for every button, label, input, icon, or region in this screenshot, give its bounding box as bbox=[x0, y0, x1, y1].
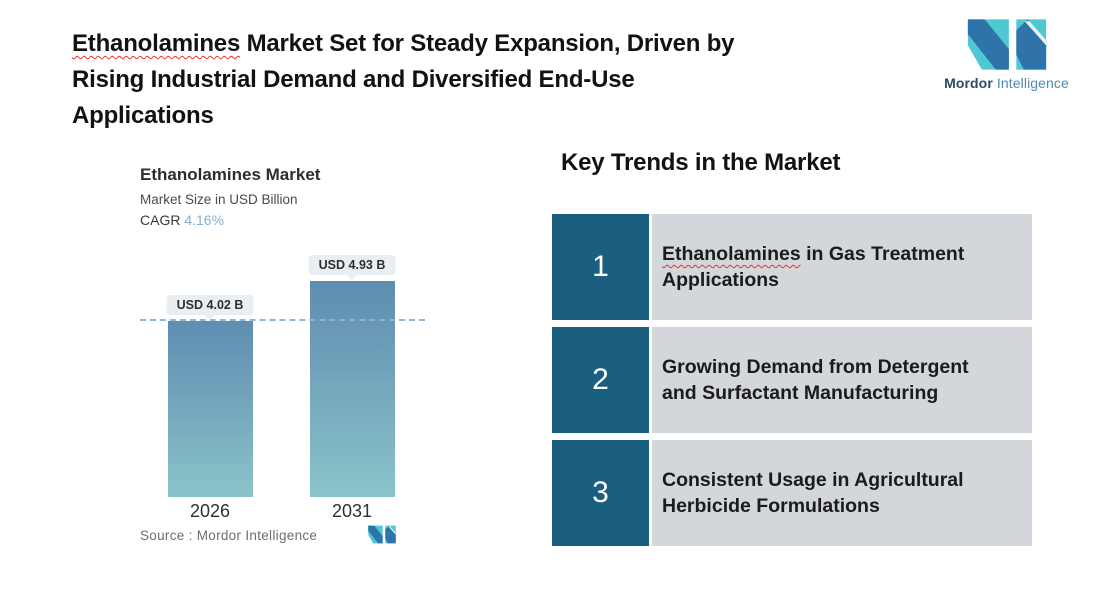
trend-3-line-2: Herbicide Formulations bbox=[662, 495, 880, 517]
trend-1-number-badge: 1 bbox=[552, 214, 649, 320]
trend-3-content: Consistent Usage in Agricultural Herbici… bbox=[652, 440, 1032, 546]
x-axis-label-2026: 2026 bbox=[189, 501, 231, 521]
chart-title: Ethanolamines Market bbox=[140, 165, 321, 184]
trend-1-line-2: Applications bbox=[662, 269, 780, 291]
trend-1-content: Ethanolamines in Gas Treatment Applicati… bbox=[652, 214, 1032, 320]
page-title: Ethanolamines Market Set for Steady Expa… bbox=[72, 26, 922, 134]
chart-cagr-line: CAGR 4.16% bbox=[140, 212, 440, 228]
trend-row-3: 3 Consistent Usage in Agricultural Herbi… bbox=[552, 440, 1032, 546]
bar-chart-plot: USD 4.02 B USD 4.93 B 2026 2031 bbox=[140, 255, 432, 521]
x-axis-label-2031: 2031 bbox=[331, 501, 373, 521]
trend-3-line-1: Consistent Usage in Agricultural bbox=[662, 469, 964, 491]
page-title-highlight-word: Ethanolamines bbox=[72, 30, 241, 57]
page-title-line-1: Ethanolamines Market Set for Steady Expa… bbox=[72, 26, 922, 62]
trend-row-2: 2 Growing Demand from Detergent and Surf… bbox=[552, 327, 1032, 433]
mordor-intelligence-logo: Mordor Intelligence bbox=[944, 17, 1069, 91]
market-chart-panel: Ethanolamines Market Market Size in USD … bbox=[140, 165, 440, 575]
trend-2-line-1: Growing Demand from Detergent bbox=[662, 356, 969, 378]
cagr-label: CAGR bbox=[140, 212, 181, 228]
key-trends-list: 1 Ethanolamines in Gas Treatment Applica… bbox=[552, 214, 1032, 553]
source-text: Source : Mordor Intelligence bbox=[140, 528, 318, 543]
trend-2-text: Growing Demand from Detergent and Surfac… bbox=[662, 354, 969, 406]
dashed-reference-line bbox=[140, 319, 425, 321]
value-label-2031: USD 4.93 B bbox=[308, 255, 396, 275]
cagr-value: 4.16% bbox=[184, 212, 225, 228]
trend-1-line-1: Ethanolamines in Gas Treatment bbox=[662, 241, 964, 267]
value-label-2026: USD 4.02 B bbox=[166, 295, 254, 315]
bar-2026 bbox=[168, 321, 253, 497]
page-title-line-2: Rising Industrial Demand and Diversified… bbox=[72, 66, 635, 93]
trend-row-1: 1 Ethanolamines in Gas Treatment Applica… bbox=[552, 214, 1032, 320]
mordor-logo-text: Mordor Intelligence bbox=[944, 75, 1069, 91]
trend-3-number-badge: 3 bbox=[552, 440, 649, 546]
bar-2031 bbox=[310, 281, 395, 497]
mordor-logo-mark-icon bbox=[967, 19, 1046, 70]
trend-1-line-1-rest: in Gas Treatment bbox=[800, 243, 965, 265]
trend-2-line-2: and Surfactant Manufacturing bbox=[662, 382, 939, 404]
key-trends-heading: Key Trends in the Market bbox=[561, 149, 841, 176]
trend-1-highlight-word: Ethanolamines bbox=[662, 243, 801, 265]
trend-1-text: Ethanolamines in Gas Treatment Applicati… bbox=[662, 241, 964, 293]
chart-subtitle: Market Size in USD Billion bbox=[140, 192, 298, 207]
chart-source-row: Source : Mordor Intelligence bbox=[140, 525, 432, 549]
page-title-line-1-rest: Market Set for Steady Expansion, Driven … bbox=[240, 30, 735, 57]
trend-3-text: Consistent Usage in Agricultural Herbici… bbox=[662, 467, 964, 519]
trend-2-content: Growing Demand from Detergent and Surfac… bbox=[652, 327, 1032, 433]
mordor-mini-logo-icon bbox=[367, 525, 397, 549]
logo-text-light: Intelligence bbox=[996, 75, 1069, 91]
trend-2-number-badge: 2 bbox=[552, 327, 649, 433]
logo-text-bold: Mordor bbox=[944, 75, 993, 91]
page-title-line-3: Applications bbox=[72, 102, 214, 129]
